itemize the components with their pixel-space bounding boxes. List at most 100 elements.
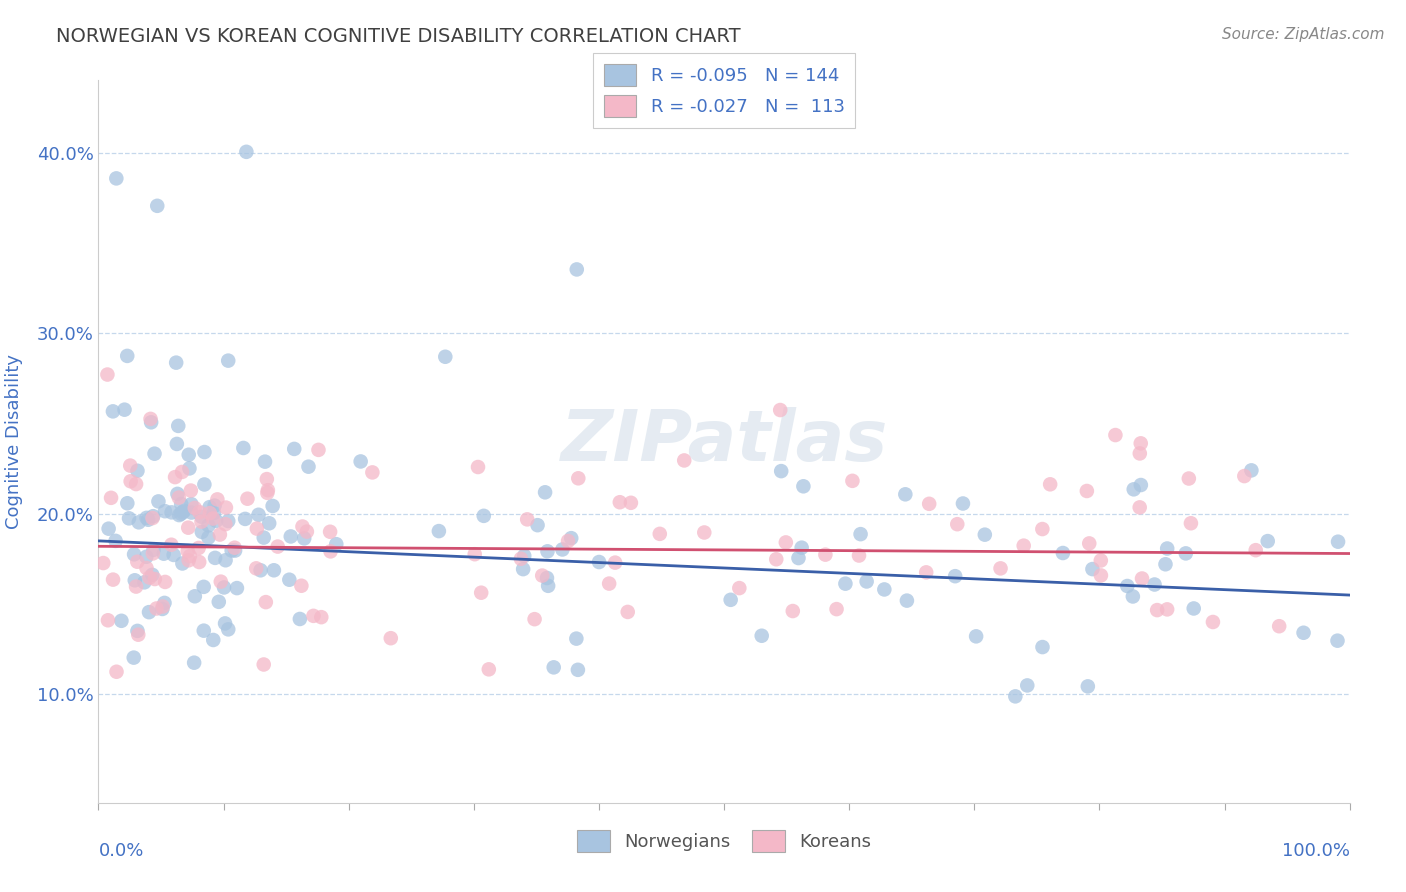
Point bbox=[127, 555, 149, 569]
Point bbox=[214, 553, 236, 567]
Point bbox=[249, 563, 271, 577]
Point bbox=[873, 582, 896, 597]
Point bbox=[1240, 463, 1263, 477]
Point bbox=[1004, 690, 1026, 704]
Point bbox=[176, 544, 198, 558]
Point bbox=[202, 632, 225, 647]
Text: 100.0%: 100.0% bbox=[1282, 842, 1350, 860]
Point bbox=[1268, 619, 1291, 633]
Point bbox=[104, 533, 127, 548]
Point bbox=[105, 171, 128, 186]
Point bbox=[208, 527, 231, 541]
Point bbox=[531, 568, 554, 582]
Point bbox=[127, 628, 149, 642]
Point bbox=[1129, 436, 1152, 450]
Point bbox=[257, 483, 280, 497]
Point bbox=[139, 415, 162, 429]
Point bbox=[170, 497, 193, 511]
Point bbox=[138, 605, 160, 619]
Point bbox=[825, 602, 848, 616]
Point bbox=[172, 505, 194, 519]
Point bbox=[215, 500, 238, 515]
Point bbox=[1031, 640, 1053, 654]
Point bbox=[616, 605, 638, 619]
Point bbox=[226, 581, 249, 595]
Point bbox=[183, 656, 205, 670]
Text: ZIPatlas: ZIPatlas bbox=[561, 407, 887, 476]
Point bbox=[1078, 536, 1101, 550]
Point bbox=[191, 524, 214, 539]
Point bbox=[620, 496, 643, 510]
Point bbox=[135, 511, 157, 525]
Point bbox=[536, 544, 558, 558]
Point bbox=[254, 595, 277, 609]
Point bbox=[1143, 577, 1166, 591]
Point bbox=[1292, 625, 1315, 640]
Point bbox=[1017, 678, 1039, 692]
Point bbox=[124, 574, 146, 588]
Point bbox=[110, 614, 132, 628]
Point bbox=[127, 624, 149, 638]
Point bbox=[193, 477, 215, 491]
Point bbox=[380, 631, 402, 645]
Point bbox=[1077, 679, 1099, 693]
Point bbox=[1178, 471, 1201, 485]
Point bbox=[775, 535, 797, 549]
Legend: Norwegians, Koreans: Norwegians, Koreans bbox=[569, 822, 879, 859]
Point bbox=[160, 505, 183, 519]
Point bbox=[849, 527, 872, 541]
Point bbox=[526, 518, 548, 533]
Point bbox=[190, 509, 212, 524]
Point bbox=[782, 604, 804, 618]
Point bbox=[290, 579, 312, 593]
Point bbox=[1182, 601, 1205, 615]
Point bbox=[142, 542, 165, 557]
Point bbox=[769, 403, 792, 417]
Point bbox=[253, 455, 276, 469]
Point bbox=[952, 496, 974, 510]
Point bbox=[848, 549, 870, 563]
Point bbox=[152, 547, 174, 561]
Point bbox=[478, 662, 501, 676]
Point bbox=[297, 459, 319, 474]
Point bbox=[165, 356, 187, 370]
Point bbox=[198, 500, 221, 515]
Point bbox=[267, 540, 290, 554]
Point bbox=[160, 538, 183, 552]
Point bbox=[217, 514, 239, 528]
Point bbox=[263, 563, 285, 577]
Point bbox=[513, 549, 536, 563]
Point bbox=[139, 412, 162, 426]
Point bbox=[467, 460, 489, 475]
Point bbox=[302, 608, 325, 623]
Point bbox=[212, 581, 235, 595]
Point bbox=[512, 562, 534, 576]
Point bbox=[1202, 615, 1225, 629]
Point bbox=[1129, 478, 1152, 492]
Point bbox=[943, 569, 966, 583]
Point bbox=[114, 402, 136, 417]
Point bbox=[1174, 546, 1197, 560]
Point bbox=[543, 660, 565, 674]
Point bbox=[235, 145, 257, 159]
Point bbox=[204, 499, 226, 513]
Point bbox=[122, 547, 145, 561]
Point bbox=[202, 511, 225, 525]
Point bbox=[205, 514, 228, 528]
Point bbox=[180, 506, 202, 520]
Point bbox=[166, 437, 188, 451]
Point bbox=[208, 595, 231, 609]
Point bbox=[172, 557, 194, 571]
Point bbox=[136, 513, 159, 527]
Point bbox=[565, 632, 588, 646]
Point bbox=[146, 199, 169, 213]
Point bbox=[256, 472, 278, 486]
Point bbox=[325, 537, 347, 551]
Point bbox=[148, 494, 170, 508]
Point bbox=[1233, 469, 1256, 483]
Point bbox=[1129, 500, 1152, 515]
Point bbox=[1244, 543, 1267, 558]
Point bbox=[167, 508, 190, 522]
Point bbox=[1180, 516, 1202, 531]
Point bbox=[1090, 568, 1112, 582]
